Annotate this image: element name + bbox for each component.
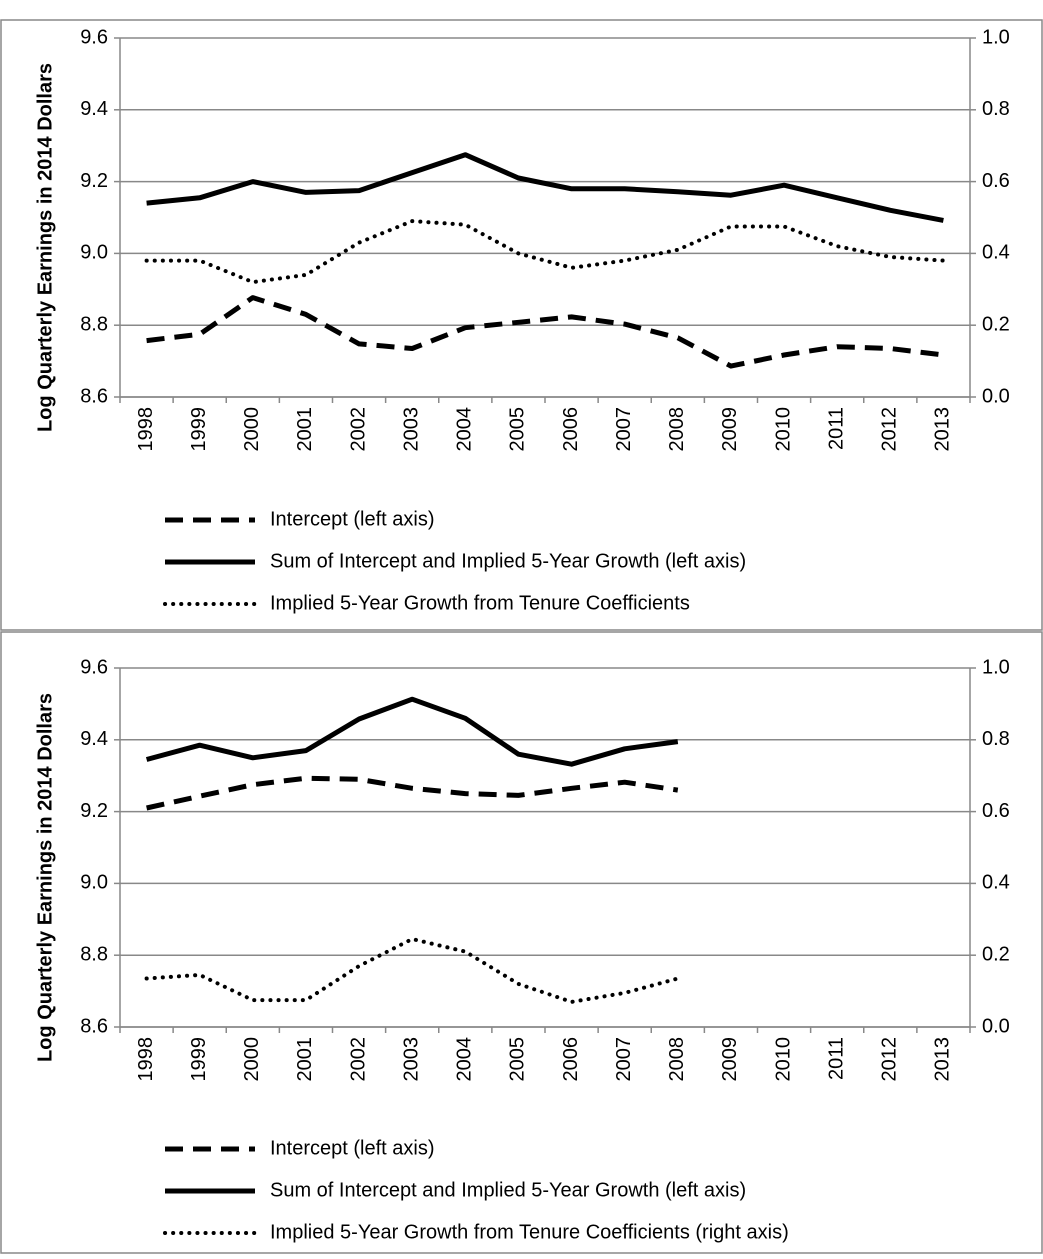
y-tick-label: 9.6 [80,656,108,678]
x-tick-label: 2002 [347,407,369,452]
y2-tick-label: 1.0 [982,26,1010,48]
x-tick-label: 2013 [932,1037,954,1082]
x-tick-label: 2004 [454,407,476,452]
y-tick-label: 9.4 [80,728,108,750]
series-line [146,152,944,223]
x-tick-label: 2006 [560,407,582,452]
y-tick-label: 9.2 [80,800,108,822]
x-tick-label: 2012 [879,407,901,452]
legend-label: Implied 5-Year Growth from Tenure Coeffi… [270,1221,789,1243]
legend-label: Intercept (left axis) [270,1137,435,1159]
y2-tick-label: 0.0 [982,1015,1010,1037]
legend-label: Implied 5-Year Growth from Tenure Coeffi… [270,592,690,614]
x-tick-label: 2010 [772,407,794,452]
legend-label: Intercept (left axis) [270,508,435,530]
y2-tick-label: 0.6 [982,170,1010,192]
x-tick-label: 2005 [507,407,529,452]
x-tick-label: 2003 [400,407,422,452]
x-tick-label: 2000 [241,407,263,452]
y2-tick-label: 0.4 [982,872,1010,894]
y-tick-label: 9.0 [80,242,108,264]
series-line [144,219,946,285]
x-tick-label: 2000 [241,1037,263,1082]
x-tick-label: 2008 [666,407,688,452]
x-tick-label: 2001 [294,407,316,452]
x-tick-label: 1999 [188,1037,210,1082]
x-tick-label: 1998 [135,407,157,452]
x-tick-label: 2004 [454,1037,476,1082]
x-tick-label: 2006 [560,1037,582,1082]
x-tick-label: 2007 [613,1037,635,1082]
x-tick-label: 2007 [613,407,635,452]
y-axis-title: Log Quarterly Earnings in 2014 Dollars [34,693,56,1062]
y2-tick-label: 1.0 [982,656,1010,678]
y-tick-label: 9.4 [80,98,108,120]
y-tick-label: 8.6 [80,385,108,407]
x-tick-label: 2009 [719,407,741,452]
legend-label: Sum of Intercept and Implied 5-Year Grow… [270,1179,746,1201]
y-tick-label: 9.2 [80,170,108,192]
y-tick-label: 9.6 [80,26,108,48]
x-tick-label: 2002 [347,1037,369,1082]
y2-tick-label: 0.0 [982,385,1010,407]
series-line [145,696,679,767]
y2-tick-label: 0.8 [982,98,1010,120]
x-tick-label: 2003 [400,1037,422,1082]
y2-tick-label: 0.4 [982,242,1010,264]
y2-tick-label: 0.8 [982,728,1010,750]
y2-tick-label: 0.2 [982,943,1010,965]
series-line [146,295,944,369]
series-line [144,937,680,1004]
x-tick-label: 2013 [932,407,954,452]
x-tick-label: 1998 [135,1037,157,1082]
x-tick-label: 2001 [294,1037,316,1082]
y-tick-label: 9.0 [80,872,108,894]
x-tick-label: 2009 [719,1037,741,1082]
x-tick-label: 2010 [772,1037,794,1082]
y-tick-label: 8.6 [80,1015,108,1037]
legend-label: Sum of Intercept and Implied 5-Year Grow… [270,550,746,572]
y2-tick-label: 0.6 [982,800,1010,822]
series-line [146,775,679,811]
x-tick-label: 1999 [188,407,210,452]
y2-tick-label: 0.2 [982,313,1010,335]
y-tick-label: 8.8 [80,313,108,335]
x-tick-label: 2005 [507,1037,529,1082]
y-axis-title: Log Quarterly Earnings in 2014 Dollars [34,63,56,432]
x-tick-label: 2011 [825,407,847,450]
y-tick-label: 8.8 [80,943,108,965]
chart-frame [0,631,1043,1254]
chart-frame [0,19,1043,631]
x-tick-label: 2008 [666,1037,688,1082]
x-tick-label: 2012 [879,1037,901,1082]
x-tick-label: 2011 [825,1037,847,1080]
